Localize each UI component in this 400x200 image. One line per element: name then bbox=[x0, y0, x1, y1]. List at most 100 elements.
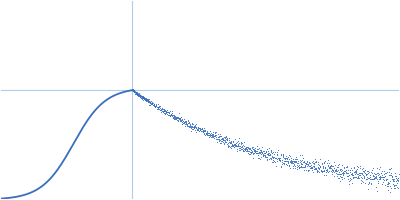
Point bbox=[283, 157, 290, 160]
Point bbox=[242, 149, 248, 152]
Point bbox=[172, 116, 178, 119]
Point bbox=[355, 175, 362, 178]
Point bbox=[218, 139, 225, 142]
Point bbox=[320, 169, 326, 172]
Point bbox=[227, 146, 234, 149]
Point bbox=[172, 118, 178, 121]
Point bbox=[288, 160, 295, 163]
Point bbox=[390, 187, 397, 190]
Point bbox=[276, 157, 283, 160]
Point bbox=[360, 167, 366, 170]
Point bbox=[285, 164, 292, 167]
Point bbox=[280, 155, 286, 158]
Point bbox=[238, 143, 244, 146]
Point bbox=[192, 123, 198, 126]
Point bbox=[391, 178, 398, 181]
Point bbox=[378, 182, 385, 185]
Point bbox=[242, 149, 249, 152]
Point bbox=[338, 167, 344, 170]
Point bbox=[230, 141, 236, 144]
Point bbox=[146, 98, 152, 101]
Point bbox=[307, 164, 313, 167]
Point bbox=[257, 158, 263, 161]
Point bbox=[146, 103, 152, 106]
Point bbox=[343, 171, 349, 174]
Point bbox=[351, 175, 357, 178]
Point bbox=[156, 105, 162, 108]
Point bbox=[272, 150, 278, 154]
Point bbox=[365, 183, 372, 186]
Point bbox=[367, 175, 374, 178]
Point bbox=[198, 129, 204, 132]
Point bbox=[149, 103, 155, 106]
Point bbox=[370, 174, 376, 177]
Point bbox=[195, 126, 201, 129]
Point bbox=[262, 154, 268, 157]
Point bbox=[208, 134, 215, 137]
Point bbox=[244, 150, 250, 153]
Point bbox=[184, 124, 190, 127]
Point bbox=[233, 145, 240, 148]
Point bbox=[175, 117, 181, 120]
Point bbox=[210, 133, 216, 136]
Point bbox=[364, 175, 370, 178]
Point bbox=[354, 173, 361, 176]
Point bbox=[155, 105, 161, 109]
Point bbox=[334, 176, 341, 179]
Point bbox=[352, 169, 359, 172]
Point bbox=[302, 164, 308, 167]
Point bbox=[217, 138, 223, 141]
Point bbox=[376, 173, 382, 176]
Point bbox=[168, 114, 175, 117]
Point bbox=[384, 170, 390, 173]
Point bbox=[384, 183, 390, 186]
Point bbox=[225, 141, 232, 144]
Point bbox=[354, 164, 360, 168]
Point bbox=[213, 135, 219, 138]
Point bbox=[320, 173, 327, 176]
Point bbox=[334, 174, 340, 177]
Point bbox=[254, 151, 261, 155]
Point bbox=[179, 118, 186, 121]
Point bbox=[382, 175, 388, 178]
Point bbox=[310, 164, 316, 167]
Point bbox=[301, 160, 307, 163]
Point bbox=[256, 146, 262, 149]
Point bbox=[133, 92, 139, 95]
Point bbox=[179, 122, 185, 125]
Point bbox=[315, 165, 321, 168]
Point bbox=[354, 168, 360, 171]
Point bbox=[191, 127, 197, 130]
Point bbox=[338, 168, 345, 171]
Point bbox=[355, 176, 362, 179]
Point bbox=[281, 162, 288, 165]
Point bbox=[172, 116, 179, 119]
Point bbox=[350, 177, 356, 180]
Point bbox=[256, 152, 262, 155]
Point bbox=[178, 120, 184, 123]
Point bbox=[262, 153, 268, 157]
Point bbox=[268, 156, 274, 159]
Point bbox=[178, 118, 185, 121]
Point bbox=[225, 143, 231, 146]
Point bbox=[255, 154, 262, 157]
Point bbox=[324, 170, 330, 173]
Point bbox=[274, 160, 281, 163]
Point bbox=[374, 190, 380, 193]
Point bbox=[242, 148, 248, 151]
Point bbox=[150, 103, 156, 107]
Point bbox=[174, 116, 180, 119]
Point bbox=[160, 109, 167, 112]
Point bbox=[220, 137, 226, 140]
Point bbox=[241, 147, 248, 151]
Point bbox=[380, 170, 387, 173]
Point bbox=[256, 150, 263, 153]
Point bbox=[154, 105, 160, 108]
Point bbox=[315, 170, 322, 173]
Point bbox=[207, 132, 213, 135]
Point bbox=[151, 104, 158, 107]
Point bbox=[311, 167, 318, 170]
Point bbox=[348, 172, 354, 175]
Point bbox=[285, 162, 292, 165]
Point bbox=[320, 166, 326, 170]
